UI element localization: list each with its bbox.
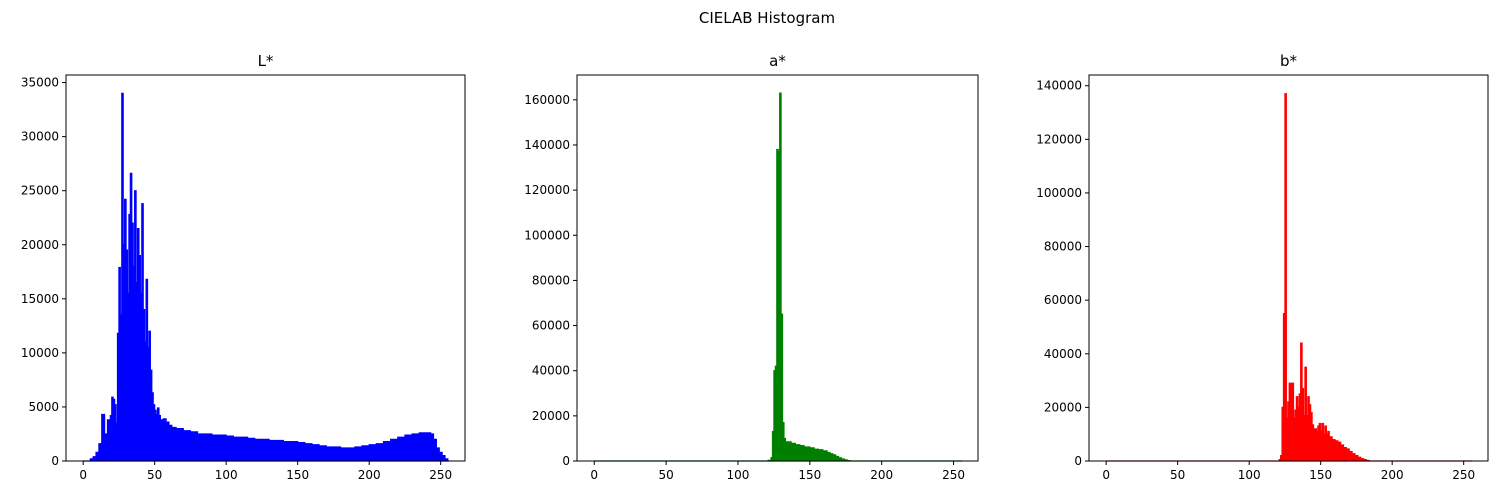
x-tick-label: 50 <box>658 468 673 482</box>
y-tick-label: 60000 <box>532 319 570 333</box>
y-tick-label: 20000 <box>532 409 570 423</box>
histogram-panel-1: 0 50 100 150 200 250 0 5000 10000 15000 20000 25000… <box>21 52 466 482</box>
x-tick-label: 150 <box>798 468 821 482</box>
histogram-panel-2: 0 50 100 150 200 250 0 20000 40000 60000 80000 1000… <box>524 52 979 482</box>
y-tick-label: 140000 <box>1036 79 1082 93</box>
y-tick-label: 120000 <box>524 183 570 197</box>
y-tick-label: 100000 <box>1036 186 1082 200</box>
x-tick-label: 0 <box>590 468 598 482</box>
panel-title: b* <box>1280 52 1298 70</box>
x-tick-label: 200 <box>870 468 893 482</box>
x-tick-label: 100 <box>1238 468 1261 482</box>
axes-frame <box>1088 74 1489 462</box>
y-tick-label: 40000 <box>532 364 570 378</box>
x-tick-label: 200 <box>358 468 381 482</box>
x-tick-label: 100 <box>727 468 750 482</box>
x-tick-label: 0 <box>1102 468 1110 482</box>
histogram-panel-3: 0 50 100 150 200 250 0 20000 40000 60000 80000 1000… <box>1036 52 1489 482</box>
x-tick-label: 250 <box>1452 468 1475 482</box>
x-tick-label: 150 <box>286 468 309 482</box>
x-tick-label: 100 <box>215 468 238 482</box>
axes-frame <box>65 74 466 462</box>
x-tick-label: 50 <box>1170 468 1185 482</box>
histogram-bars <box>1106 93 1473 462</box>
y-tick-label: 140000 <box>524 138 570 152</box>
x-tick-label: 250 <box>942 468 965 482</box>
x-tick-label: 0 <box>79 468 87 482</box>
x-tick-label: 250 <box>429 468 452 482</box>
y-tick-label: 120000 <box>1036 132 1082 146</box>
panel-title: L* <box>258 52 274 70</box>
y-tick-label: 20000 <box>1044 400 1082 414</box>
y-tick-label: 10000 <box>21 346 59 360</box>
y-tick-label: 60000 <box>1044 293 1082 307</box>
x-tick-label: 200 <box>1381 468 1404 482</box>
y-tick-label: 0 <box>51 454 59 468</box>
y-tick-label: 25000 <box>21 184 59 198</box>
y-tick-label: 15000 <box>21 292 59 306</box>
axes-frame <box>576 74 979 462</box>
y-tick-label: 80000 <box>532 273 570 287</box>
figure-suptitle: CIELAB Histogram <box>699 9 835 27</box>
y-tick-label: 5000 <box>28 400 59 414</box>
histogram-bars <box>594 92 963 462</box>
y-tick-label: 0 <box>562 454 570 468</box>
y-tick-label: 35000 <box>21 76 59 90</box>
x-tick-label: 50 <box>147 468 162 482</box>
y-tick-label: 40000 <box>1044 347 1082 361</box>
y-tick-label: 30000 <box>21 130 59 144</box>
histogram-bars <box>83 92 450 462</box>
y-tick-label: 160000 <box>524 93 570 107</box>
x-tick-label: 150 <box>1309 468 1332 482</box>
y-tick-label: 100000 <box>524 228 570 242</box>
y-tick-label: 80000 <box>1044 240 1082 254</box>
y-tick-label: 20000 <box>21 238 59 252</box>
y-tick-label: 0 <box>1074 454 1082 468</box>
panel-title: a* <box>769 52 786 70</box>
